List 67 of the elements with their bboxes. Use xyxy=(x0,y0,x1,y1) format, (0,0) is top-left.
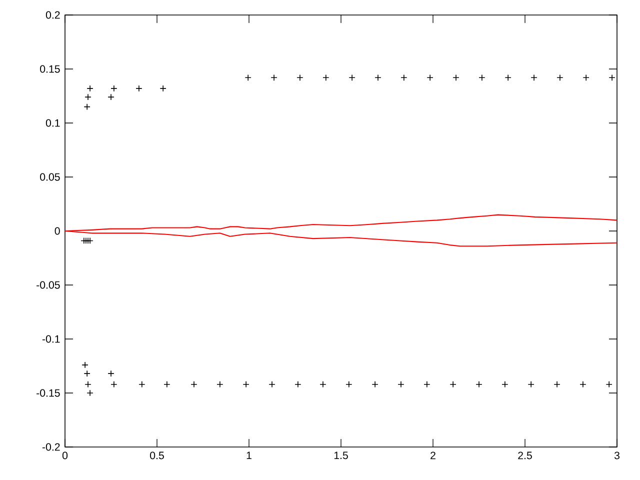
point xyxy=(82,362,88,368)
y-tick-label: 0.2 xyxy=(46,11,60,19)
point xyxy=(296,74,304,81)
y-tick-label: -0.2 xyxy=(42,443,60,451)
point xyxy=(160,85,166,92)
point xyxy=(86,390,94,396)
y-tick-label: 0.1 xyxy=(46,119,60,127)
y-tick-label: -0.1 xyxy=(42,335,60,343)
point xyxy=(478,74,486,81)
point xyxy=(136,85,142,92)
point xyxy=(270,74,278,81)
point xyxy=(84,237,92,244)
point xyxy=(84,381,92,388)
x-tick-label: 0 xyxy=(62,452,68,460)
point xyxy=(84,103,90,110)
point xyxy=(86,85,94,92)
point xyxy=(556,74,564,81)
point xyxy=(82,237,90,244)
x-tick-label: 3 xyxy=(614,452,620,460)
point xyxy=(322,74,330,81)
point xyxy=(320,381,326,388)
point xyxy=(608,74,616,81)
x-tick-label: 2.5 xyxy=(518,452,532,460)
point xyxy=(502,381,508,388)
point xyxy=(452,74,460,81)
x-tick-label: 1.5 xyxy=(334,452,348,460)
point xyxy=(108,370,114,377)
y-tick-label: -0.05 xyxy=(36,281,60,289)
point xyxy=(110,381,118,388)
x-tick-label: 0.5 xyxy=(150,452,164,460)
point xyxy=(110,85,118,92)
point xyxy=(398,381,404,388)
point xyxy=(80,237,88,244)
point xyxy=(426,74,434,81)
point xyxy=(346,381,352,388)
point xyxy=(348,74,356,81)
point xyxy=(164,381,170,388)
point xyxy=(244,74,252,81)
point xyxy=(582,74,590,81)
x-tick-label: 1 xyxy=(246,452,252,460)
y-tick-label: -0.15 xyxy=(36,389,60,397)
y-tick-label: 0.15 xyxy=(40,65,60,73)
point xyxy=(108,94,114,100)
point xyxy=(504,74,512,81)
x-tick-label: 2 xyxy=(430,452,436,460)
y-tick-label: 0.05 xyxy=(40,173,60,181)
point xyxy=(242,381,250,388)
point xyxy=(476,381,482,388)
point xyxy=(450,381,456,388)
point xyxy=(268,381,276,388)
point xyxy=(84,370,90,377)
point xyxy=(86,237,94,244)
point xyxy=(424,381,430,388)
point xyxy=(138,381,146,388)
point xyxy=(606,381,612,388)
point xyxy=(374,74,382,81)
point xyxy=(530,74,538,81)
y-tick-label: 0 xyxy=(54,227,60,235)
point xyxy=(190,381,198,388)
point xyxy=(554,381,560,388)
point xyxy=(216,381,224,388)
point xyxy=(294,381,302,388)
point xyxy=(400,74,408,81)
point xyxy=(528,381,534,388)
point xyxy=(372,381,378,388)
point xyxy=(580,381,586,388)
point xyxy=(84,94,92,100)
